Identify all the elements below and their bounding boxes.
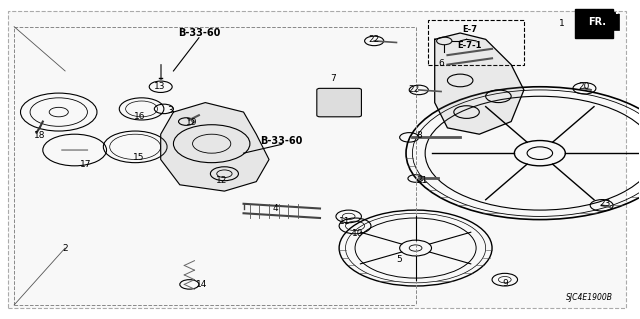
Text: 5: 5 — [397, 255, 403, 263]
Text: B-33-60: B-33-60 — [260, 136, 303, 145]
Text: 20: 20 — [579, 82, 590, 91]
Polygon shape — [435, 33, 524, 134]
Text: 22: 22 — [369, 35, 380, 44]
Text: 16: 16 — [134, 112, 145, 121]
Polygon shape — [161, 103, 269, 191]
Text: SJC4E1900B: SJC4E1900B — [566, 293, 613, 301]
Text: 21: 21 — [416, 175, 428, 185]
Text: 8: 8 — [416, 131, 422, 140]
Text: FR.: FR. — [585, 19, 603, 28]
Text: 1: 1 — [559, 19, 565, 28]
Text: 10: 10 — [352, 229, 364, 238]
Text: 15: 15 — [132, 153, 144, 162]
Text: E-7: E-7 — [462, 25, 477, 34]
Text: 7: 7 — [330, 74, 335, 83]
Text: E-7-1: E-7-1 — [458, 41, 482, 50]
Text: 13: 13 — [154, 82, 165, 91]
Text: 18: 18 — [34, 131, 45, 140]
Text: B-33-60: B-33-60 — [178, 28, 220, 38]
Text: 4: 4 — [273, 204, 278, 213]
Text: FR.: FR. — [588, 18, 606, 27]
Text: 2: 2 — [62, 243, 68, 253]
Text: 23: 23 — [600, 199, 611, 208]
Text: 11: 11 — [339, 217, 350, 226]
Text: 9: 9 — [502, 279, 508, 288]
FancyBboxPatch shape — [317, 88, 362, 117]
FancyBboxPatch shape — [575, 14, 620, 30]
Text: 17: 17 — [81, 160, 92, 169]
Text: 14: 14 — [196, 280, 208, 289]
Text: FR.: FR. — [588, 17, 606, 27]
Text: 6: 6 — [438, 59, 444, 68]
Text: 22: 22 — [409, 85, 420, 94]
Text: 3: 3 — [168, 106, 173, 115]
FancyBboxPatch shape — [8, 11, 626, 308]
Text: 19: 19 — [186, 118, 197, 127]
Text: 12: 12 — [216, 175, 227, 185]
